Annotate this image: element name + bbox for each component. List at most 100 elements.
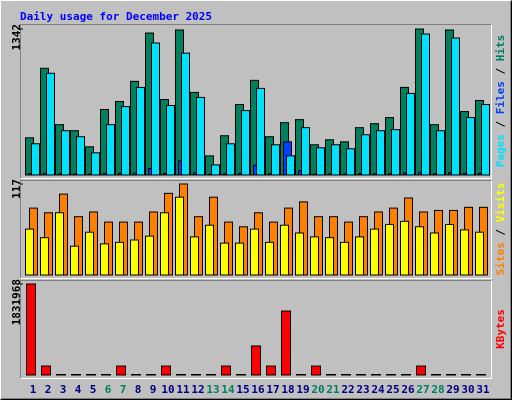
x-tick-label: 26 [401,383,415,396]
bar [301,127,310,176]
x-tick-label: 14 [221,383,235,396]
bar [370,228,379,276]
legend-separator: / [494,61,507,81]
bar [205,224,214,276]
bar [211,164,220,176]
bar [296,374,306,376]
bar [461,374,471,376]
bar [115,241,124,276]
x-tick-label: 10 [161,383,174,396]
x-tick-label: 16 [251,383,265,396]
legend-separator: / [494,114,507,134]
bar [70,245,79,276]
x-tick-label: 8 [135,383,142,396]
bar [176,374,186,376]
bar [415,226,424,276]
x-tick-label: 11 [176,383,190,396]
bar [61,130,70,176]
legend-entry: Files [494,81,507,114]
bar [175,196,184,276]
bar [196,96,205,176]
bar [310,236,319,276]
bar [101,374,111,376]
bar [355,236,364,276]
bar [311,365,321,376]
bar [361,134,370,176]
legend-entry: KBytes [494,309,507,349]
bar [281,310,291,376]
bar [56,374,66,376]
bar [226,143,235,176]
x-tick-label: 1 [30,383,37,396]
bar [26,283,36,376]
bar [280,224,289,276]
bar [251,345,261,376]
panel-bevel [20,280,492,379]
legend: KBytes [494,309,507,349]
x-tick-label: 24 [371,383,385,396]
bar [46,72,55,176]
bar [446,374,456,376]
bar [121,106,130,176]
x-tick-label: 23 [356,383,369,396]
x-tick-label: 29 [446,383,459,396]
bar [76,136,85,176]
bar [235,242,244,276]
x-tick-label: 19 [296,383,309,396]
bar [340,241,349,276]
bar [130,239,139,276]
bar [316,147,325,176]
y-tick-label: 117 [10,179,23,199]
bar [326,374,336,376]
bar [191,374,201,376]
bar [476,374,486,376]
bar [331,144,340,176]
legend-entry: Visits [494,183,507,223]
bar [421,33,430,176]
bar [131,374,141,376]
bar [475,231,484,276]
x-tick-label: 4 [75,383,82,396]
x-tick-label: 31 [476,383,490,396]
bar [221,365,231,376]
bar [356,374,366,376]
bar [116,365,126,376]
x-tick-label: 20 [311,383,324,396]
bar [241,110,250,176]
y-tick-label: 1831968 [10,279,23,325]
bar [376,130,385,176]
bar [161,365,171,376]
bar [391,129,400,176]
x-tick-label: 25 [386,383,399,396]
bar [481,104,490,176]
bar [220,242,229,276]
x-tick-label: 15 [236,383,249,396]
panel-bevel [20,24,492,179]
bar [25,228,34,276]
bar [445,223,454,276]
bar [371,374,381,376]
x-tick-label: 21 [326,383,340,396]
bar [400,220,409,276]
bar [100,243,109,276]
x-tick-label: 9 [150,383,157,396]
bar [325,237,334,276]
bar [146,374,156,376]
bar [151,42,160,176]
bar [430,232,439,276]
bar [41,365,51,376]
bar [40,237,49,276]
bar [190,236,199,276]
bar [295,232,304,276]
bar [385,223,394,276]
bar [286,155,295,176]
x-tick-label: 7 [120,383,127,396]
legend-entry: Hits [494,35,507,62]
bar [181,52,190,176]
bar [91,152,100,176]
bar [271,144,280,176]
chart-title: Daily usage for December 2025 [20,10,212,23]
bar [71,374,81,376]
